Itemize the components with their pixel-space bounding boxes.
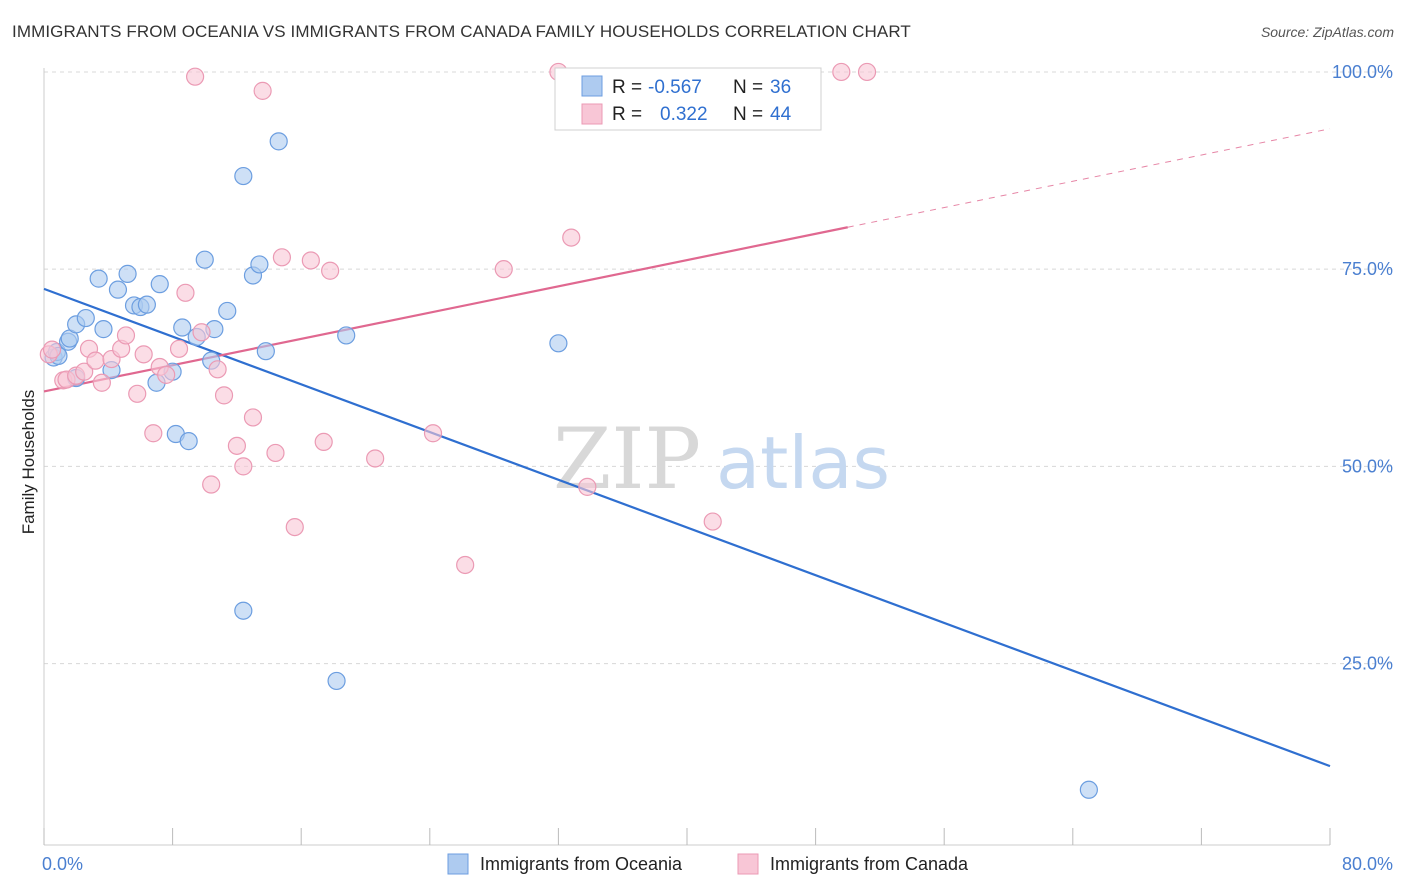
point-canada-18 xyxy=(176,283,195,302)
bottom-legend-label-oceania: Immigrants from Oceania xyxy=(480,854,683,874)
point-canada-33 xyxy=(321,261,340,280)
legend-swatch-canada xyxy=(581,103,603,125)
point-canada-40 xyxy=(578,477,597,496)
point-canada-23 xyxy=(214,386,234,405)
point-canada-42 xyxy=(832,62,851,82)
y-tick-label-50: 50.0% xyxy=(1342,456,1393,476)
point-canada-41 xyxy=(703,512,722,531)
point-canada-25 xyxy=(234,457,253,476)
legend-r-value-canada: 0.322 xyxy=(660,104,708,125)
y-tick-labels: 25.0% 50.0% 75.0% 100.0% xyxy=(1332,62,1393,674)
point-canada-26 xyxy=(243,408,263,427)
legend-r-label-canada: R = xyxy=(612,104,642,125)
point-oceania-21 xyxy=(179,432,198,451)
gridlines xyxy=(44,71,1394,665)
point-canada-7 xyxy=(86,351,105,370)
point-oceania-11 xyxy=(108,280,128,299)
point-oceania-8 xyxy=(89,269,108,288)
legend-n-label-oceania: N = xyxy=(733,77,763,98)
chart-title: IMMIGRANTS FROM OCEANIA VS IMMIGRANTS FR… xyxy=(12,22,911,41)
legend-n-label-canada: N = xyxy=(733,104,763,125)
x-tick-label-min: 0.0% xyxy=(42,854,83,874)
point-canada-1 xyxy=(42,340,62,359)
x-tick-label-max: 80.0% xyxy=(1342,854,1393,874)
point-canada-39 xyxy=(562,228,581,247)
y-tick-label-25: 25.0% xyxy=(1342,654,1393,674)
bottom-legend-label-canada: Immigrants from Canada xyxy=(770,854,969,874)
trend-line-extension-canada xyxy=(847,128,1331,228)
point-oceania-32 xyxy=(269,132,288,151)
watermark: ZIP atlas xyxy=(553,410,890,508)
point-oceania-15 xyxy=(137,295,156,314)
point-oceania-12 xyxy=(118,264,137,283)
point-oceania-23 xyxy=(195,250,214,269)
point-canada-35 xyxy=(423,424,443,443)
point-canada-16 xyxy=(157,365,176,384)
bottom-legend-swatch-oceania xyxy=(447,853,469,875)
watermark-zip: ZIP xyxy=(553,410,701,508)
point-oceania-33 xyxy=(327,671,346,691)
legend-n-value-oceania: 36 xyxy=(770,77,791,98)
point-canada-14 xyxy=(144,424,163,443)
point-canada-11 xyxy=(116,326,136,345)
trend-line-canada xyxy=(43,226,848,393)
point-oceania-26 xyxy=(218,301,237,321)
bottom-legend-swatch-canada xyxy=(737,853,759,875)
y-axis-label: Family Households xyxy=(19,390,38,535)
point-canada-20 xyxy=(192,323,211,342)
point-canada-12 xyxy=(128,384,147,403)
y-tick-label-100: 100.0% xyxy=(1332,62,1393,82)
point-canada-21 xyxy=(202,475,221,494)
point-oceania-35 xyxy=(549,334,568,353)
point-canada-8 xyxy=(92,373,111,392)
point-oceania-34 xyxy=(337,326,356,345)
point-canada-24 xyxy=(227,436,246,455)
point-canada-13 xyxy=(134,345,153,364)
point-oceania-7 xyxy=(76,308,95,328)
point-canada-28 xyxy=(266,443,285,463)
point-canada-37 xyxy=(494,260,513,279)
x-ticks xyxy=(43,828,1331,845)
legend-r-label-oceania: R = xyxy=(612,77,642,98)
point-canada-17 xyxy=(169,339,189,358)
legend-swatch-oceania xyxy=(581,75,603,97)
source-credit: Source: ZipAtlas.com xyxy=(1260,24,1394,40)
watermark-atlas: atlas xyxy=(716,421,890,505)
series-legend: Immigrants from Oceania Immigrants from … xyxy=(447,853,969,875)
point-canada-27 xyxy=(253,81,272,100)
trend-lines xyxy=(43,128,1331,768)
point-canada-43 xyxy=(857,62,877,82)
point-oceania-28 xyxy=(234,601,253,620)
point-canada-5 xyxy=(75,362,94,381)
legend-r-value-oceania: -0.567 xyxy=(648,77,702,98)
point-canada-34 xyxy=(366,449,385,468)
point-canada-22 xyxy=(208,360,227,379)
point-canada-32 xyxy=(314,432,333,452)
point-canada-30 xyxy=(285,518,304,537)
point-canada-31 xyxy=(301,251,320,270)
legend-n-value-canada: 44 xyxy=(770,104,792,125)
point-oceania-17 xyxy=(150,275,169,294)
point-canada-19 xyxy=(186,67,205,86)
y-tick-label-75: 75.0% xyxy=(1342,259,1393,279)
point-canada-29 xyxy=(272,248,292,267)
point-oceania-9 xyxy=(94,320,113,339)
point-oceania-27 xyxy=(234,166,253,186)
correlation-legend: R = -0.567 N = 36 R = 0.322 N = 44 xyxy=(554,67,822,131)
point-oceania-31 xyxy=(256,342,275,361)
point-oceania-36 xyxy=(1079,780,1098,799)
point-canada-36 xyxy=(456,555,475,575)
trend-line-oceania xyxy=(43,287,1331,768)
point-oceania-20 xyxy=(173,318,192,337)
point-oceania-30 xyxy=(250,255,269,274)
